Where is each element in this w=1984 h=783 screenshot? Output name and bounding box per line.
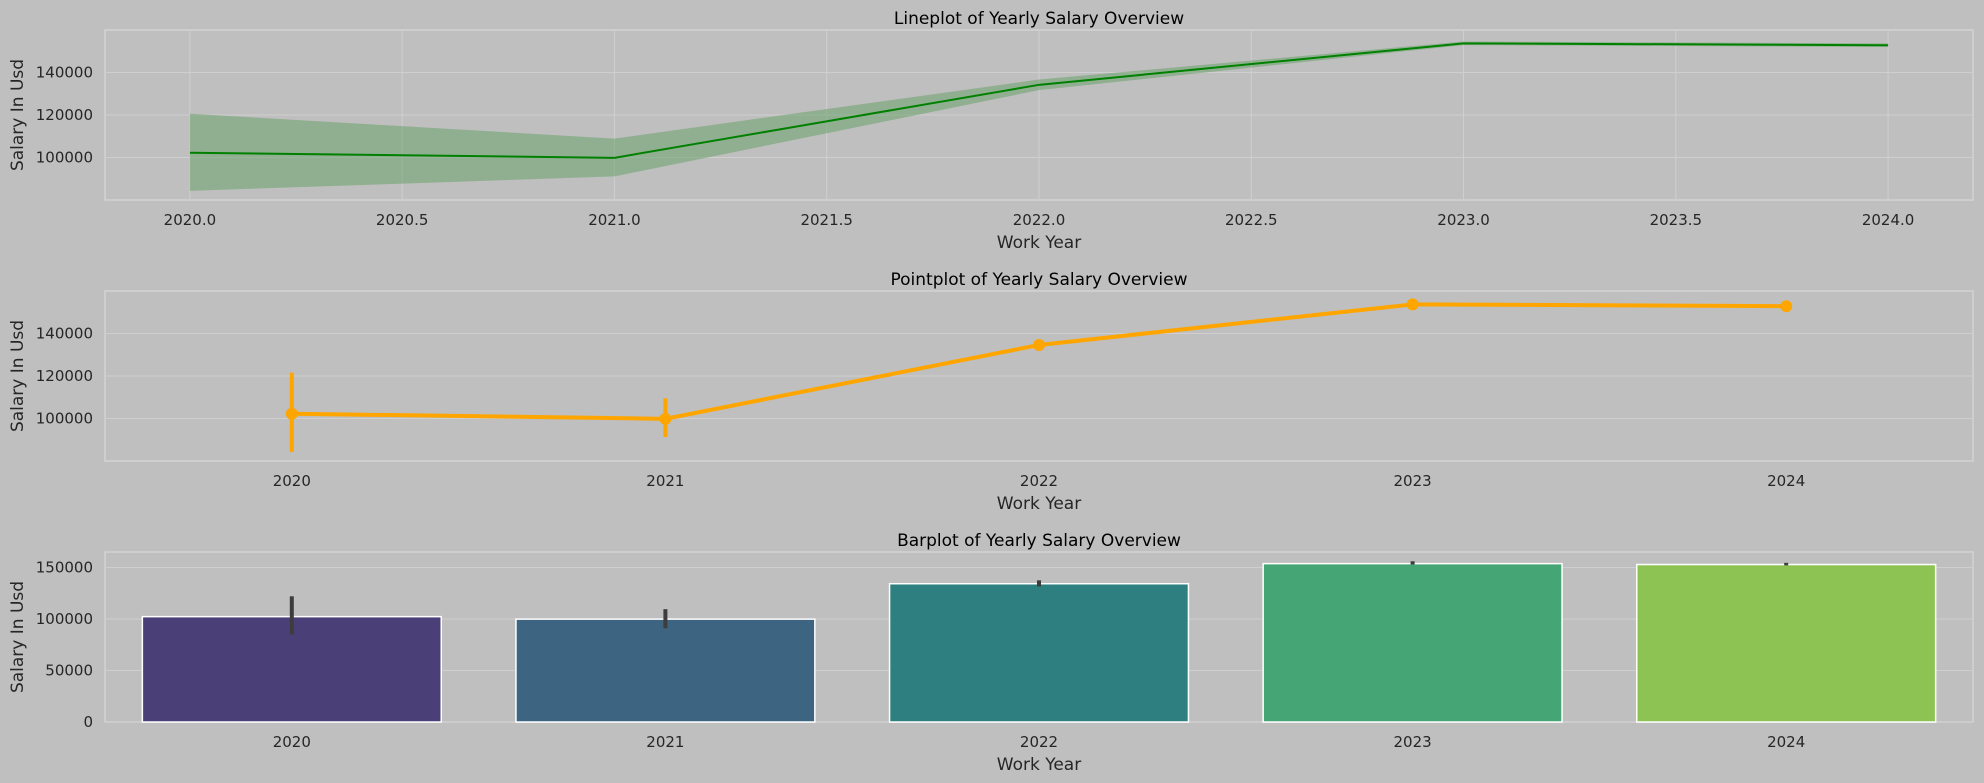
barplot-y-axis-label: Salary In Usd	[8, 581, 28, 693]
lineplot-grid	[105, 30, 1973, 200]
x-tick-label: 2023	[1394, 472, 1432, 490]
x-tick-label: 2021	[646, 733, 684, 751]
lineplot-x-ticks: 2020.0 2020.5 2021.0 2021.5 2022.0 2022.5 2023…	[164, 211, 1915, 229]
lineplot-series-line	[189, 42, 1889, 159]
data-point	[285, 407, 298, 420]
x-tick-label: 2024.0	[1862, 211, 1915, 229]
x-tick-label: 2021.0	[588, 211, 641, 229]
pointplot-y-ticks: 100000 120000 140000	[36, 325, 93, 428]
barplot-error-bars	[289, 561, 1789, 635]
y-tick-label: 100000	[36, 410, 93, 428]
barplot-bars	[141, 562, 1937, 723]
x-tick-label: 2022.5	[1225, 211, 1278, 229]
bar	[1262, 562, 1563, 723]
data-point	[1780, 300, 1793, 313]
x-tick-label: 2021	[646, 472, 684, 490]
pointplot-panel: Pointplot of Yearly Salary Overview Work…	[8, 270, 1974, 514]
lineplot-y-ticks: 100000 120000 140000	[36, 64, 93, 167]
x-tick-label: 2024	[1767, 472, 1805, 490]
y-tick-label: 0	[83, 713, 93, 731]
lineplot-confidence-band	[189, 41, 1889, 191]
y-tick-label: 140000	[36, 64, 93, 82]
x-tick-label: 2022	[1020, 472, 1058, 490]
pointplot-error-bars	[289, 302, 1789, 452]
x-tick-label: 2023.0	[1437, 211, 1490, 229]
x-tick-label: 2023.5	[1650, 211, 1703, 229]
y-tick-label: 50000	[45, 661, 93, 679]
x-tick-label: 2020.5	[376, 211, 429, 229]
y-tick-label: 120000	[36, 367, 93, 385]
y-tick-label: 150000	[36, 558, 93, 576]
barplot-y-ticks: 0 50000 100000 150000	[36, 558, 93, 731]
barplot-title: Barplot of Yearly Salary Overview	[897, 531, 1181, 551]
pointplot-title: Pointplot of Yearly Salary Overview	[890, 270, 1187, 290]
data-point	[1033, 338, 1045, 351]
data-point	[659, 412, 672, 425]
y-tick-label: 100000	[36, 610, 93, 628]
bar	[888, 582, 1190, 723]
x-tick-label: 2022.0	[1013, 211, 1066, 229]
lineplot-panel: Lineplot of Yearly Salary Overview Work …	[8, 9, 1974, 253]
x-tick-label: 2022	[1020, 733, 1058, 751]
barplot-x-ticks: 2020 2021 2022 2023 2024	[273, 733, 1806, 751]
barplot-x-axis-label: Work Year	[997, 755, 1081, 775]
data-point	[1406, 298, 1419, 311]
lineplot-y-axis-label: Salary In Usd	[8, 59, 28, 171]
x-tick-label: 2021.5	[800, 211, 853, 229]
pointplot-y-axis-label: Salary In Usd	[8, 320, 28, 432]
x-tick-label: 2020	[273, 733, 311, 751]
lineplot-x-axis-label: Work Year	[997, 233, 1081, 253]
pointplot-x-ticks: 2020 2021 2022 2023 2024	[273, 472, 1806, 490]
y-tick-label: 120000	[36, 106, 93, 124]
bar	[515, 618, 816, 723]
y-tick-label: 100000	[36, 149, 93, 167]
y-tick-label: 140000	[36, 325, 93, 343]
x-tick-label: 2020.0	[164, 211, 217, 229]
x-tick-label: 2023	[1394, 733, 1432, 751]
x-tick-label: 2024	[1767, 733, 1805, 751]
x-tick-label: 2020	[273, 472, 311, 490]
pointplot-markers	[285, 298, 1793, 425]
pointplot-x-axis-label: Work Year	[997, 494, 1081, 514]
pointplot-series-line	[291, 302, 1787, 421]
bar	[1636, 563, 1937, 723]
lineplot-title: Lineplot of Yearly Salary Overview	[894, 9, 1184, 29]
pointplot-grid	[105, 333, 1973, 419]
barplot-panel: Barplot of Yearly Salary Overview Work Y…	[8, 531, 1974, 775]
